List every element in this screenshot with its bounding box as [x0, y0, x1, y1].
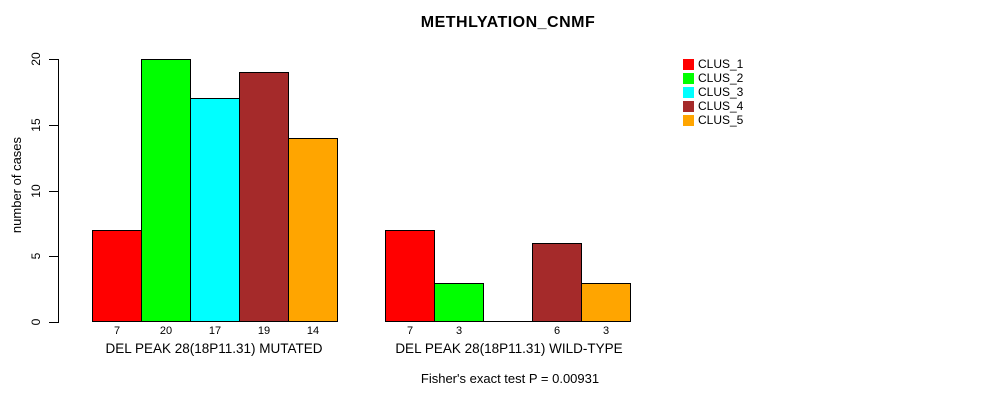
x-group-label-wildtype: DEL PEAK 28(18P11.31) WILD-TYPE — [395, 341, 623, 356]
y-tick-label: 0 — [29, 318, 43, 326]
legend-label: CLUS_2 — [698, 71, 744, 85]
x-group-label-mutated: DEL PEAK 28(18P11.31) MUTATED — [105, 341, 323, 356]
y-tick-label: 20 — [29, 52, 43, 66]
bar-clus_5-group2 — [581, 283, 631, 322]
bar-value-label: 20 — [159, 325, 173, 337]
legend-item-clus_5: CLUS_5 — [683, 113, 743, 127]
y-tick-mark — [49, 59, 58, 60]
bar-clus_3-group1 — [190, 98, 240, 322]
y-tick-mark — [49, 125, 58, 126]
bar-value-label: 7 — [113, 325, 121, 337]
y-tick-label: 5 — [29, 252, 43, 260]
legend-swatch-clus_1 — [683, 58, 694, 70]
bar-clus_2-group1 — [141, 59, 191, 322]
legend-swatch-clus_3 — [683, 86, 694, 98]
legend-label: CLUS_3 — [698, 85, 744, 99]
legend-item-clus_4: CLUS_4 — [683, 99, 743, 113]
y-tick-label: 10 — [29, 184, 43, 198]
bar-value-label: 19 — [257, 325, 271, 337]
legend-label: CLUS_5 — [698, 113, 744, 127]
bar-value-label: 3 — [602, 325, 610, 337]
legend-swatch-clus_4 — [683, 100, 694, 112]
bar-value-label: 7 — [406, 325, 414, 337]
legend: CLUS_1 CLUS_2 CLUS_3 CLUS_4 CLUS_5 — [683, 57, 743, 127]
y-tick-label: 15 — [29, 118, 43, 132]
legend-item-clus_3: CLUS_3 — [683, 85, 743, 99]
bar-clus_5-group1 — [288, 138, 338, 322]
y-tick-mark — [49, 256, 58, 257]
legend-label: CLUS_1 — [698, 57, 744, 71]
fisher-test-annotation: Fisher's exact test P = 0.00931 — [420, 371, 600, 386]
zero-bar-clus_3-group2 — [483, 321, 533, 322]
y-axis-line — [58, 59, 59, 323]
legend-item-clus_2: CLUS_2 — [683, 71, 743, 85]
y-axis-title: number of cases — [9, 136, 24, 234]
legend-label: CLUS_4 — [698, 99, 744, 113]
legend-item-clus_1: CLUS_1 — [683, 57, 743, 71]
y-tick-mark — [49, 191, 58, 192]
bar-clus_4-group1 — [239, 72, 289, 322]
bar-value-label: 6 — [553, 325, 561, 337]
legend-swatch-clus_5 — [683, 114, 694, 126]
bar-clus_1-group1 — [92, 230, 142, 322]
y-tick-mark — [49, 322, 58, 323]
legend-swatch-clus_2 — [683, 72, 694, 84]
bar-value-label: 3 — [455, 325, 463, 337]
chart-title: METHLYATION_CNMF — [420, 14, 596, 31]
bar-value-label: 17 — [208, 325, 222, 337]
bar-clus_2-group2 — [434, 283, 484, 322]
bar-value-label: 14 — [306, 325, 320, 337]
bar-clus_1-group2 — [385, 230, 435, 322]
bar-clus_4-group2 — [532, 243, 582, 322]
